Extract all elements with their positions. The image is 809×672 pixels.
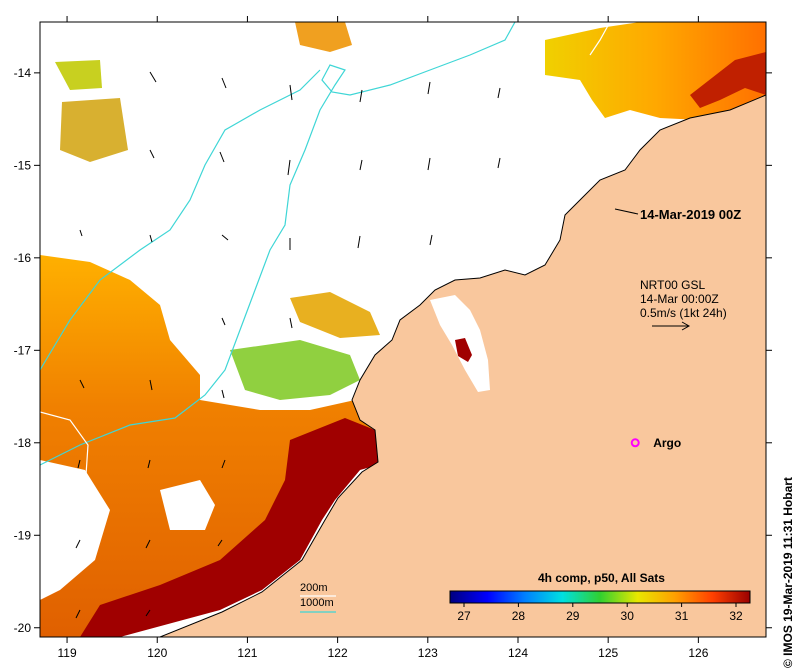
colorbar-tick-label: 27 <box>457 609 471 623</box>
lon-tick-label: 119 <box>57 646 76 660</box>
current-source: NRT00 GSL <box>640 278 705 292</box>
cloud-gap-1 <box>160 480 215 530</box>
lat-tick-label: -17 <box>14 343 32 357</box>
date-title: 14-Mar-2019 00Z <box>640 207 741 222</box>
lon-axis: 119 120 121 122 123 124 125 126 <box>57 16 709 660</box>
contour-1000-label: 1000m <box>300 597 334 609</box>
credit-text: © IMOS 19-Mar-2019 11:31 Hobart <box>781 477 795 668</box>
colorbar-tick-label: 31 <box>675 609 689 623</box>
sst-northeast-coast <box>690 52 766 108</box>
lon-tick-label: 123 <box>418 646 438 660</box>
lon-tick-label: 125 <box>598 646 618 660</box>
lat-tick-label: -20 <box>14 621 32 635</box>
lon-tick-label: 124 <box>508 646 528 660</box>
colorbar-tick-label: 28 <box>512 609 526 623</box>
lon-tick-label: 120 <box>147 646 167 660</box>
sst-mid-green <box>230 340 360 400</box>
argo-label: Argo <box>653 436 681 450</box>
cloud-gap-2 <box>40 460 110 600</box>
contour-200m-ne <box>589 22 611 56</box>
argo-marker <box>630 438 640 448</box>
current-scale-arrow <box>652 321 691 331</box>
colorbar <box>449 590 751 604</box>
contour-1000m-west <box>40 69 321 371</box>
lon-tick-label: 121 <box>237 646 257 660</box>
colorbar-title: 4h comp, p50, All Sats <box>538 571 665 585</box>
current-vectors <box>75 71 501 619</box>
sst-nw-patch-2 <box>60 98 128 162</box>
colorbar-ticks: 27 28 29 30 31 32 <box>457 603 743 623</box>
contour-200m <box>40 411 91 561</box>
sst-coastal-west <box>80 418 378 637</box>
contour-200-label: 200m <box>300 582 328 594</box>
colorbar-tick-label: 32 <box>729 609 743 623</box>
lat-tick-label: -14 <box>14 66 32 80</box>
colorbar-tick-label: 29 <box>566 609 580 623</box>
current-scale: 0.5m/s (1kt 24h) <box>640 306 727 320</box>
sst-top-patch <box>295 22 352 52</box>
current-time: 14-Mar 00:00Z <box>640 292 719 306</box>
lat-tick-label: -19 <box>14 528 32 542</box>
lon-tick-label: 122 <box>328 646 348 660</box>
credit-vertical: © IMOS 19-Mar-2019 11:31 Hobart <box>781 477 795 668</box>
date-title-pointer <box>614 208 639 215</box>
contour-1000m <box>40 22 516 466</box>
sst-nw-patch-1 <box>55 60 102 90</box>
lat-axis: -14 -15 -16 -17 -18 -19 -20 <box>14 66 772 635</box>
plot-frame <box>39 21 767 638</box>
sst-cape-leveque <box>290 292 380 338</box>
lat-tick-label: -16 <box>14 251 32 265</box>
coastline <box>159 94 766 637</box>
colorbar-tick-label: 30 <box>621 609 635 623</box>
lat-tick-label: -15 <box>14 158 32 172</box>
lon-tick-label: 126 <box>688 646 708 660</box>
king-sound-sst <box>455 338 472 362</box>
lat-tick-label: -18 <box>14 436 32 450</box>
